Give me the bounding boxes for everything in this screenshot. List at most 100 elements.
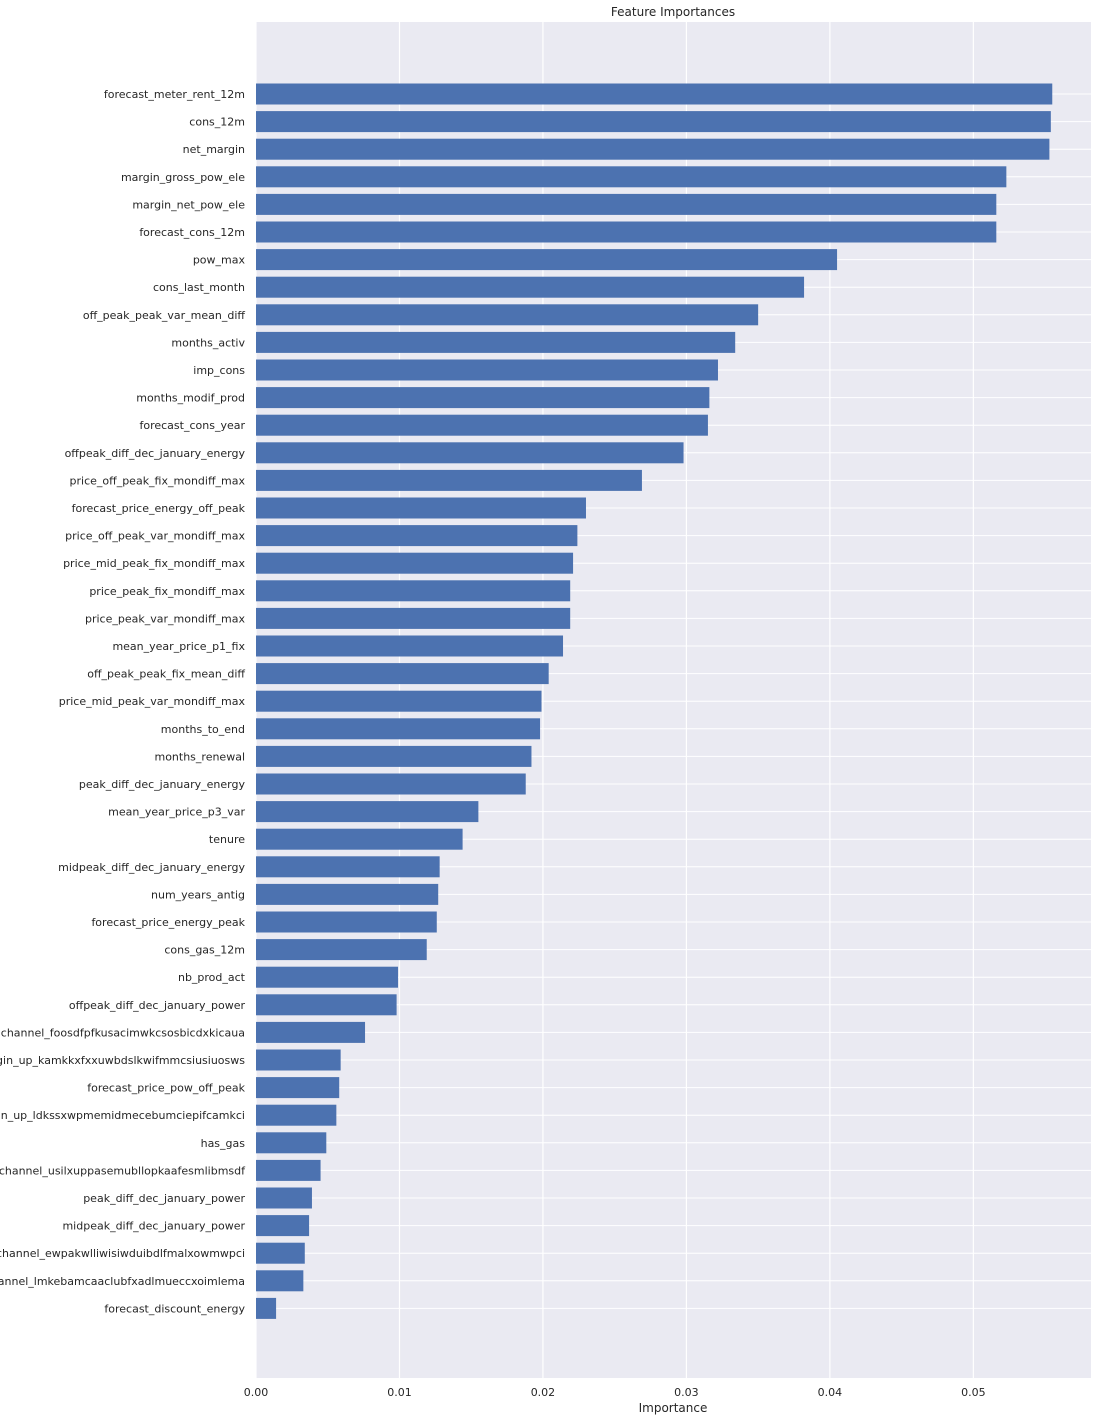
bar-mean_year_price_p3_var: [256, 801, 479, 823]
y-tick-label: months_to_end: [161, 723, 245, 736]
x-tick-label: 0.01: [387, 1386, 412, 1399]
y-tick-label: origin_up_ldkssxwpmemidmecebumciepifcamk…: [0, 1109, 245, 1122]
y-tick-label: off_peak_peak_var_mean_diff: [83, 309, 246, 322]
bar-pow_max: [256, 249, 838, 271]
bar-forecast_meter_rent_12m: [256, 83, 1053, 105]
bar-net_margin: [256, 138, 1050, 160]
bar-off_peak_peak_var_mean_diff: [256, 304, 759, 326]
bar-forecast_price_pow_off_peak: [256, 1077, 340, 1099]
x-tick-label: 0.04: [818, 1386, 843, 1399]
bar-has_gas: [256, 1132, 327, 1154]
y-tick-label: forecast_meter_rent_12m: [104, 88, 245, 101]
y-tick-label: num_years_antig: [151, 888, 245, 901]
bar-midpeak_diff_dec_january_power: [256, 1215, 310, 1237]
x-tick-label: 0.03: [674, 1386, 699, 1399]
bar-price_off_peak_fix_mondiff_max: [256, 469, 642, 491]
y-tick-label: margin_gross_pow_ele: [121, 171, 245, 184]
y-tick-label: offpeak_diff_dec_january_energy: [65, 447, 246, 460]
y-tick-label: net_margin: [183, 143, 245, 156]
bar-forecast_cons_12m: [256, 221, 997, 243]
bar-tenure: [256, 828, 463, 850]
y-tick-label: nb_prod_act: [178, 971, 246, 984]
x-tick-label: 0.05: [961, 1386, 986, 1399]
y-tick-label: mean_year_price_p1_fix: [112, 640, 245, 653]
x-tick-label: 0.02: [531, 1386, 556, 1399]
bar-offpeak_diff_dec_january_energy: [256, 442, 684, 464]
bar-num_years_antig: [256, 883, 439, 905]
bar-months_modif_prod: [256, 387, 710, 409]
bar-margin_gross_pow_ele: [256, 166, 1007, 188]
y-tick-label: forecast_cons_year: [139, 419, 245, 432]
y-tick-label: months_activ: [171, 336, 245, 349]
bar-price_mid_peak_var_mondiff_max: [256, 690, 542, 712]
chart-title: Feature Importances: [611, 5, 735, 19]
y-tick-label: forecast_discount_energy: [104, 1302, 245, 1315]
bar-nb_prod_act: [256, 966, 399, 988]
y-tick-label: mean_year_price_p3_var: [108, 806, 245, 819]
y-tick-label: price_mid_peak_fix_mondiff_max: [63, 557, 245, 570]
bar-peak_diff_dec_january_power: [256, 1187, 312, 1209]
y-tick-label: off_peak_peak_fix_mean_diff: [87, 668, 245, 681]
bar-origin_up_kamkkxfxxuwbdslkwifmmcsiusiuosws: [256, 1049, 341, 1071]
x-tick-label: 0.00: [244, 1386, 269, 1399]
x-axis-label: Importance: [639, 1401, 708, 1415]
y-tick-label: cons_12m: [189, 116, 245, 129]
bar-forecast_cons_year: [256, 414, 708, 436]
y-tick-label: cons_gas_12m: [164, 944, 245, 957]
bar-months_renewal: [256, 745, 532, 767]
bar-forecast_price_energy_peak: [256, 911, 437, 933]
bar-months_to_end: [256, 718, 541, 740]
bar-price_peak_var_mondiff_max: [256, 607, 571, 629]
bar-cons_12m: [256, 111, 1051, 133]
y-tick-label: months_modif_prod: [136, 392, 245, 405]
y-tick-label: pow_max: [193, 254, 246, 267]
y-tick-label: midpeak_diff_dec_january_energy: [58, 861, 245, 874]
y-tick-label: price_mid_peak_var_mondiff_max: [59, 695, 246, 708]
y-tick-label: imp_cons: [193, 364, 245, 377]
y-tick-label: has_gas: [201, 1137, 246, 1150]
y-tick-label: channel_lmkebamcaaclubfxadlmueccxoimlema: [0, 1275, 245, 1288]
y-tick-label: peak_diff_dec_january_power: [83, 1192, 245, 1205]
y-tick-label: channel_usilxuppasemubllopkaafesmlibmsdf: [0, 1164, 246, 1177]
bar-peak_diff_dec_january_energy: [256, 773, 526, 795]
bar-channel_lmkebamcaaclubfxadlmueccxoimlema: [256, 1270, 304, 1292]
y-tick-labels: forecast_meter_rent_12m cons_12m net_margi…: [0, 88, 246, 1315]
bar-cons_gas_12m: [256, 939, 427, 961]
bar-imp_cons: [256, 359, 718, 381]
y-tick-label: price_peak_fix_mondiff_max: [89, 585, 245, 598]
y-tick-label: offpeak_diff_dec_january_power: [69, 999, 246, 1012]
bar-margin_net_pow_ele: [256, 193, 997, 215]
y-tick-label: months_renewal: [154, 750, 245, 763]
y-tick-label: channel_foosdfpfkusacimwkcsosbicdxkicaua: [1, 1026, 245, 1039]
y-tick-label: peak_diff_dec_january_energy: [79, 778, 246, 791]
bars: [256, 83, 1053, 1319]
y-tick-label: cons_last_month: [153, 281, 245, 294]
y-tick-label: forecast_price_energy_peak: [91, 916, 245, 929]
bar-months_activ: [256, 331, 736, 353]
bar-forecast_discount_energy: [256, 1297, 277, 1319]
bar-cons_last_month: [256, 276, 805, 298]
y-tick-label: forecast_price_pow_off_peak: [87, 1082, 245, 1095]
bar-channel_usilxuppasemubllopkaafesmlibmsdf: [256, 1159, 321, 1181]
y-tick-label: tenure: [209, 833, 245, 846]
bar-price_peak_fix_mondiff_max: [256, 580, 571, 602]
y-tick-label: forecast_cons_12m: [139, 226, 245, 239]
bar-channel_ewpakwlliwisiwduibdlfmalxowmwpci: [256, 1242, 305, 1264]
bar-mean_year_price_p1_fix: [256, 635, 564, 657]
bar-off_peak_peak_fix_mean_diff: [256, 663, 549, 685]
bar-forecast_price_energy_off_peak: [256, 497, 586, 519]
bar-offpeak_diff_dec_january_power: [256, 994, 397, 1016]
y-tick-label: channel_ewpakwlliwisiwduibdlfmalxowmwpci: [0, 1247, 245, 1260]
bar-channel_foosdfpfkusacimwkcsosbicdxkicaua: [256, 1021, 366, 1043]
y-tick-label: forecast_price_energy_off_peak: [72, 502, 246, 515]
y-tick-label: margin_net_pow_ele: [132, 198, 245, 211]
bar-price_mid_peak_fix_mondiff_max: [256, 552, 574, 574]
bar-midpeak_diff_dec_january_energy: [256, 856, 440, 878]
bar-price_off_peak_var_mondiff_max: [256, 525, 578, 547]
y-tick-label: origin_up_kamkkxfxxuwbdslkwifmmcsiusiuos…: [0, 1054, 245, 1067]
y-tick-label: price_peak_var_mondiff_max: [85, 612, 246, 625]
y-tick-label: price_off_peak_var_mondiff_max: [65, 530, 245, 543]
bar-origin_up_ldkssxwpmemidmecebumciepifcamkci: [256, 1104, 337, 1126]
